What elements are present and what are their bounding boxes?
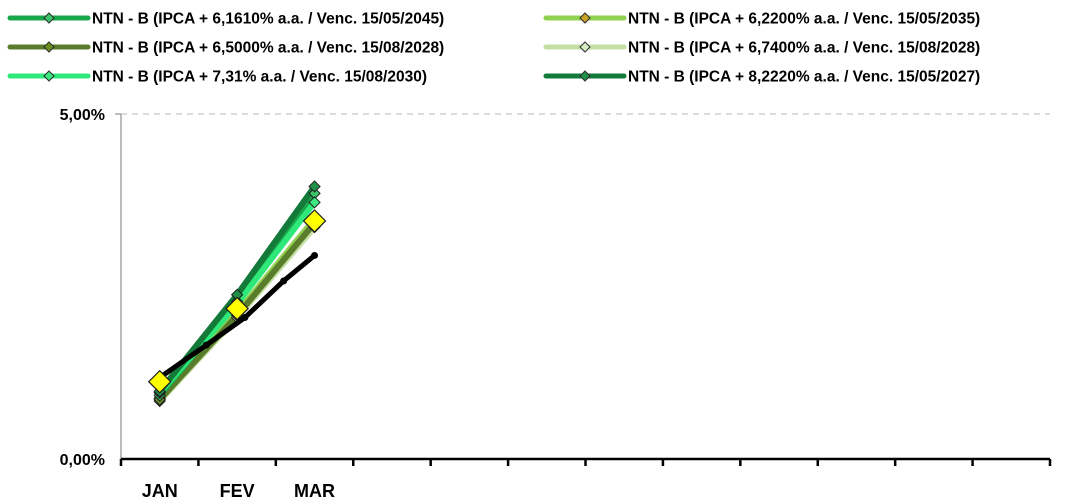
- legend-swatch-marker: [43, 70, 55, 82]
- series-marker: [308, 196, 321, 209]
- reference-point: [280, 277, 288, 285]
- legend-item: NTN - B (IPCA + 7,31% a.a. / Venc. 15/08…: [7, 69, 427, 86]
- legend-swatch-marker: [579, 41, 591, 53]
- y-tick-label: 0,00%: [60, 452, 105, 469]
- legend-label: NTN - B (IPCA + 6,7400% a.a. / Venc. 15/…: [628, 40, 980, 57]
- legend-label: NTN - B (IPCA + 6,1610% a.a. / Venc. 15/…: [92, 11, 444, 28]
- highlight-marker: [147, 369, 172, 394]
- axes: 0,00% 5,00% JAN FEV MAR: [60, 107, 1052, 501]
- legend-label: NTN - B (IPCA + 6,2200% a.a. / Venc. 15/…: [628, 11, 980, 28]
- highlight-marker: [302, 209, 327, 233]
- plot-area: [147, 180, 327, 408]
- reference-point: [241, 314, 249, 322]
- x-tick-label: JAN: [142, 481, 178, 499]
- legend: NTN - B (IPCA + 6,1610% a.a. / Venc. 15/…: [7, 11, 980, 86]
- x-tick-label: FEV: [220, 481, 255, 499]
- legend-swatch-marker: [43, 41, 55, 53]
- legend-item: NTN - B (IPCA + 6,2200% a.a. / Venc. 15/…: [543, 11, 980, 28]
- legend-swatch-marker: [579, 12, 591, 24]
- legend-label: NTN - B (IPCA + 6,5000% a.a. / Venc. 15/…: [92, 40, 444, 57]
- y-tick-label: 5,00%: [60, 107, 105, 124]
- legend-swatch-marker: [43, 12, 55, 24]
- legend-item: NTN - B (IPCA + 6,5000% a.a. / Venc. 15/…: [7, 40, 444, 57]
- x-tick-label: MAR: [294, 481, 335, 499]
- legend-item: NTN - B (IPCA + 8,2220% a.a. / Venc. 15/…: [543, 69, 980, 86]
- legend-item: NTN - B (IPCA + 6,7400% a.a. / Venc. 15/…: [543, 40, 980, 57]
- legend-swatch-marker: [579, 70, 591, 82]
- legend-label: NTN - B (IPCA + 8,2220% a.a. / Venc. 15/…: [628, 69, 980, 86]
- reference-point: [202, 341, 210, 349]
- legend-item: NTN - B (IPCA + 6,1610% a.a. / Venc. 15/…: [7, 11, 444, 28]
- reference-point: [311, 251, 319, 259]
- series-marker: [308, 180, 321, 193]
- highlight-marker: [225, 296, 249, 321]
- legend-label: NTN - B (IPCA + 7,31% a.a. / Venc. 15/08…: [92, 69, 427, 86]
